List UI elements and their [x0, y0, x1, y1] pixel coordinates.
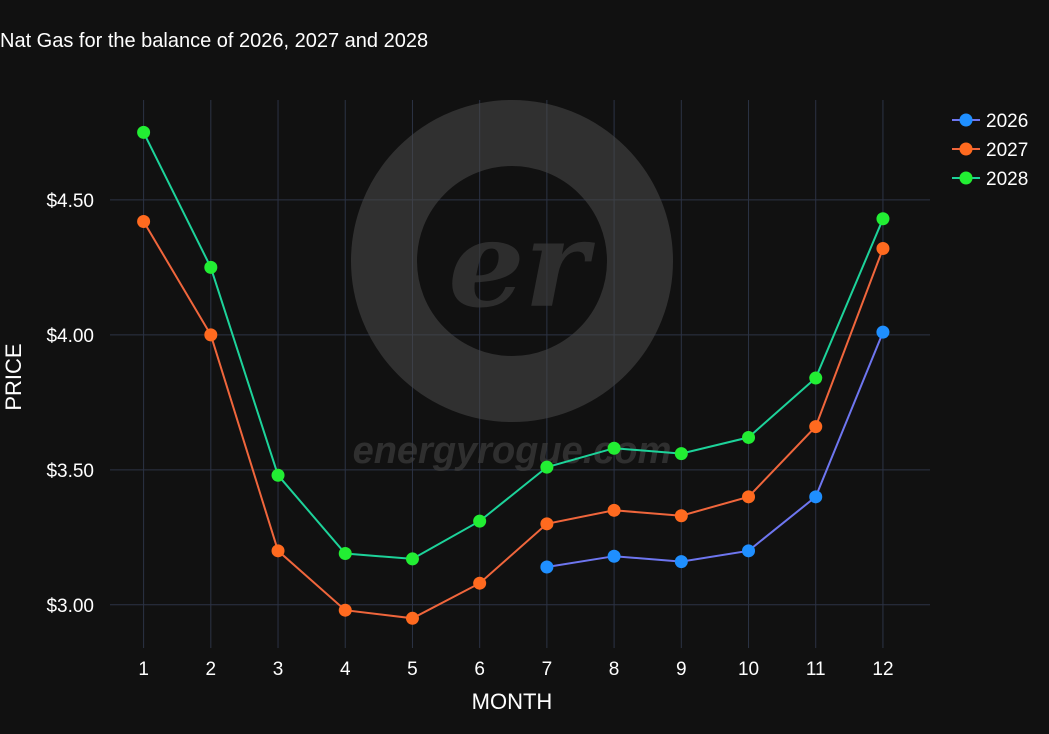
legend-item-2027[interactable]: 2027: [952, 140, 1028, 161]
data-point-2027[interactable]: [876, 241, 890, 255]
data-point-2028[interactable]: [607, 441, 621, 455]
x-tick-label: 1: [138, 659, 149, 680]
legend: 2026 2027 2028: [952, 111, 1028, 190]
legend-marker: [959, 113, 973, 127]
x-tick-label: 2: [206, 659, 217, 680]
y-tick-label: $3.00: [46, 596, 94, 617]
data-point-2026[interactable]: [742, 544, 756, 558]
legend-label: 2028: [986, 169, 1028, 190]
data-point-2028[interactable]: [271, 468, 285, 482]
series-line-2026: [546, 331, 884, 568]
x-tick-label: 6: [474, 659, 485, 680]
x-tick-label: 5: [407, 659, 418, 680]
data-point-2028[interactable]: [405, 552, 419, 566]
x-tick-label: 12: [872, 659, 893, 680]
data-point-2027[interactable]: [137, 214, 151, 228]
x-tick-label: 3: [273, 659, 284, 680]
data-point-2028[interactable]: [338, 547, 352, 561]
data-point-2026[interactable]: [540, 560, 554, 574]
data-point-2027[interactable]: [742, 490, 756, 504]
x-tick-label: 4: [340, 659, 351, 680]
series-markers: [137, 125, 890, 625]
data-point-2028[interactable]: [137, 125, 151, 139]
legend-label: 2027: [986, 140, 1028, 161]
gridlines: [110, 100, 930, 648]
data-point-2028[interactable]: [204, 260, 218, 274]
data-point-2027[interactable]: [271, 544, 285, 558]
y-tick-labels: $3.00 $3.50 $4.00 $4.50: [46, 191, 94, 617]
x-tick-label: 8: [609, 659, 620, 680]
y-axis-title: PRICE: [1, 343, 26, 410]
data-point-2027[interactable]: [607, 503, 621, 517]
data-point-2028[interactable]: [809, 371, 823, 385]
data-point-2027[interactable]: [809, 420, 823, 434]
x-axis-title: MONTH: [472, 689, 553, 714]
watermark-site: energyrogue.com: [353, 430, 672, 472]
series-line-2027: [142, 220, 884, 620]
x-tick-label: 7: [542, 659, 553, 680]
legend-label: 2026: [986, 111, 1028, 132]
data-point-2027[interactable]: [674, 509, 688, 523]
x-tick-label: 11: [806, 659, 826, 680]
legend-item-2026[interactable]: 2026: [952, 111, 1028, 132]
series-line-2028: [142, 131, 884, 560]
watermark-ring-icon: [351, 100, 673, 422]
chart-title: Nat Gas for the balance of 2026, 2027 an…: [0, 30, 429, 52]
data-point-2026[interactable]: [674, 555, 688, 569]
data-point-2028[interactable]: [742, 430, 756, 444]
data-point-2026[interactable]: [876, 325, 890, 339]
data-point-2027[interactable]: [405, 611, 419, 625]
data-point-2027[interactable]: [338, 603, 352, 617]
data-point-2027[interactable]: [540, 517, 554, 531]
data-point-2027[interactable]: [204, 328, 218, 342]
x-tick-label: 10: [738, 659, 759, 680]
data-point-2028[interactable]: [540, 460, 554, 474]
data-point-2026[interactable]: [809, 490, 823, 504]
data-point-2028[interactable]: [876, 212, 890, 226]
x-tick-labels: 1 2 3 4 5 6 7 8 9 10 11 12: [138, 659, 893, 680]
data-point-2026[interactable]: [607, 549, 621, 563]
x-tick-label: 9: [676, 659, 687, 680]
watermark: er energyrogue.com: [351, 100, 673, 472]
y-tick-label: $4.00: [46, 326, 94, 347]
watermark-logo: er: [448, 194, 595, 335]
series-lines: [142, 131, 884, 620]
legend-marker: [959, 142, 973, 156]
data-point-2028[interactable]: [674, 447, 688, 461]
legend-marker: [959, 171, 973, 185]
y-tick-label: $4.50: [46, 191, 94, 212]
data-point-2027[interactable]: [473, 576, 487, 590]
y-tick-label: $3.50: [46, 461, 94, 482]
data-point-2028[interactable]: [473, 514, 487, 528]
legend-item-2028[interactable]: 2028: [952, 169, 1028, 190]
